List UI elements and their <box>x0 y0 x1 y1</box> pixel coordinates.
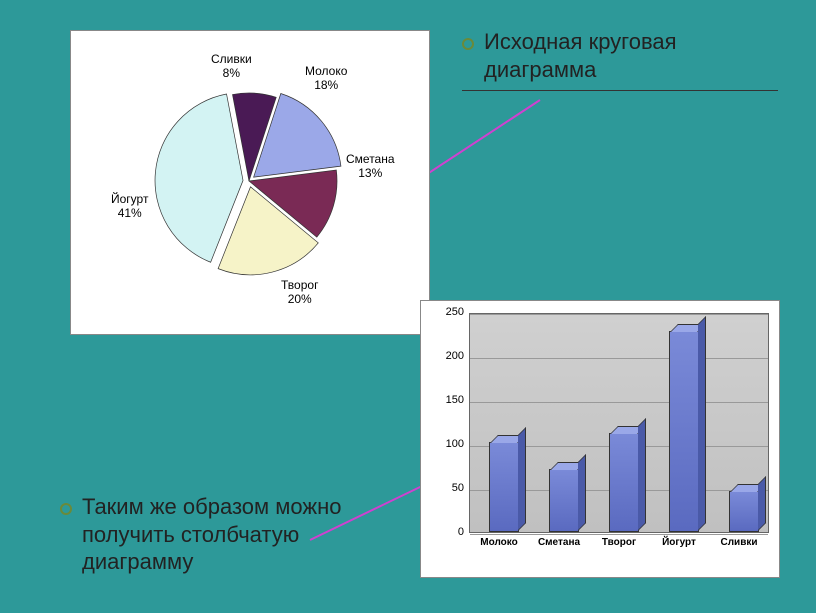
x-tick-label: Сливки <box>711 537 767 548</box>
pie-label-Молоко: Молоко18% <box>305 65 347 93</box>
pie-label-Сметана: Сметана13% <box>346 153 395 181</box>
bar-chart-panel: 0 50 100 150 200 250 Молоко Сметана Творог Йогур… <box>420 300 780 578</box>
bar-Сливки <box>729 491 759 532</box>
y-tick-label: 0 <box>434 526 464 538</box>
gridline <box>470 314 768 315</box>
bar-plot-area <box>469 313 769 533</box>
pie-chart-panel: Молоко18% Сметана13% Творог20% Йогурт41% Сли… <box>70 30 430 335</box>
pie-slice-Йогурт <box>155 94 243 262</box>
pie-label-Творог: Творог20% <box>281 279 318 307</box>
x-tick-label: Творог <box>591 537 647 548</box>
pie-label-Йогурт: Йогурт41% <box>111 193 148 221</box>
y-tick-label: 250 <box>434 306 464 318</box>
x-tick-label: Сметана <box>531 537 587 548</box>
caption-pie: Исходная круговая диаграмма <box>484 28 744 83</box>
y-tick-label: 100 <box>434 438 464 450</box>
y-tick-label: 50 <box>434 482 464 494</box>
y-tick-label: 200 <box>434 350 464 362</box>
bar-Сметана <box>549 469 579 532</box>
gridline <box>470 534 768 535</box>
x-tick-label: Молоко <box>471 537 527 548</box>
y-tick-label: 150 <box>434 394 464 406</box>
bar-Творог <box>609 433 639 532</box>
bar-Молоко <box>489 442 519 532</box>
x-tick-label: Йогурт <box>651 537 707 548</box>
bullet-icon <box>60 503 72 515</box>
gridline <box>470 358 768 359</box>
bar-Йогурт <box>669 331 699 532</box>
pie-label-Сливки: Сливки8% <box>211 53 252 81</box>
bullet-icon <box>462 38 474 50</box>
gridline <box>470 402 768 403</box>
